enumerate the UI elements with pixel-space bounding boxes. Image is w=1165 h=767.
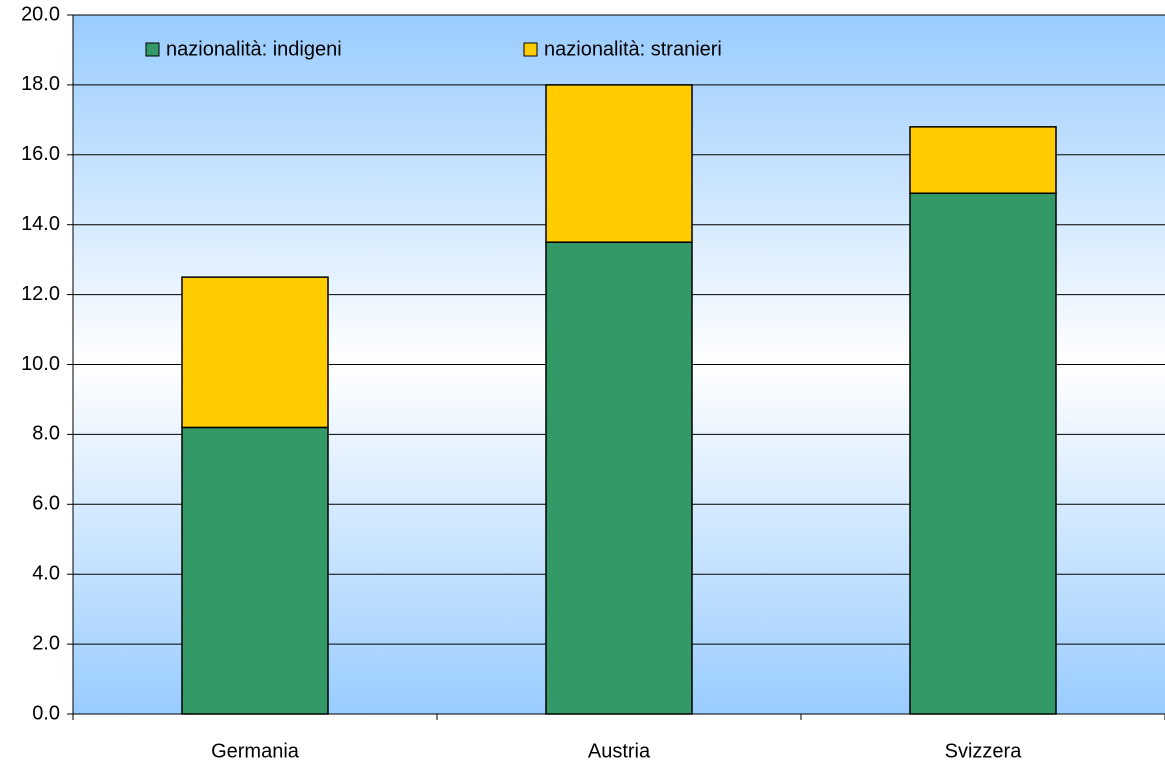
x-tick-label: Germania	[211, 740, 300, 762]
bar-segment	[545, 241, 693, 715]
y-tick-label: 4.0	[32, 562, 60, 584]
legend-label: nazionalità: indigeni	[166, 38, 342, 60]
legend-swatch	[523, 42, 538, 57]
bar-segment	[909, 192, 1057, 715]
y-tick-label: 6.0	[32, 493, 60, 515]
y-tick-label: 18.0	[21, 73, 60, 95]
y-tick-label: 10.0	[21, 353, 60, 375]
bar-segment	[545, 84, 693, 243]
y-tick-label: 12.0	[21, 283, 60, 305]
x-tick-label: Svizzera	[945, 740, 1023, 762]
y-tick-label: 14.0	[21, 213, 60, 235]
bar-segment	[909, 126, 1057, 194]
y-tick-label: 20.0	[21, 3, 60, 25]
bar-segment	[181, 276, 329, 429]
y-tick-label: 8.0	[32, 423, 60, 445]
legend-label: nazionalità: stranieri	[544, 38, 722, 60]
y-tick-label: 0.0	[32, 702, 60, 724]
x-tick-label: Austria	[588, 740, 651, 762]
bar-segment	[181, 426, 329, 715]
legend-swatch	[145, 42, 160, 57]
y-tick-label: 16.0	[21, 143, 60, 165]
y-tick-label: 2.0	[32, 632, 60, 654]
